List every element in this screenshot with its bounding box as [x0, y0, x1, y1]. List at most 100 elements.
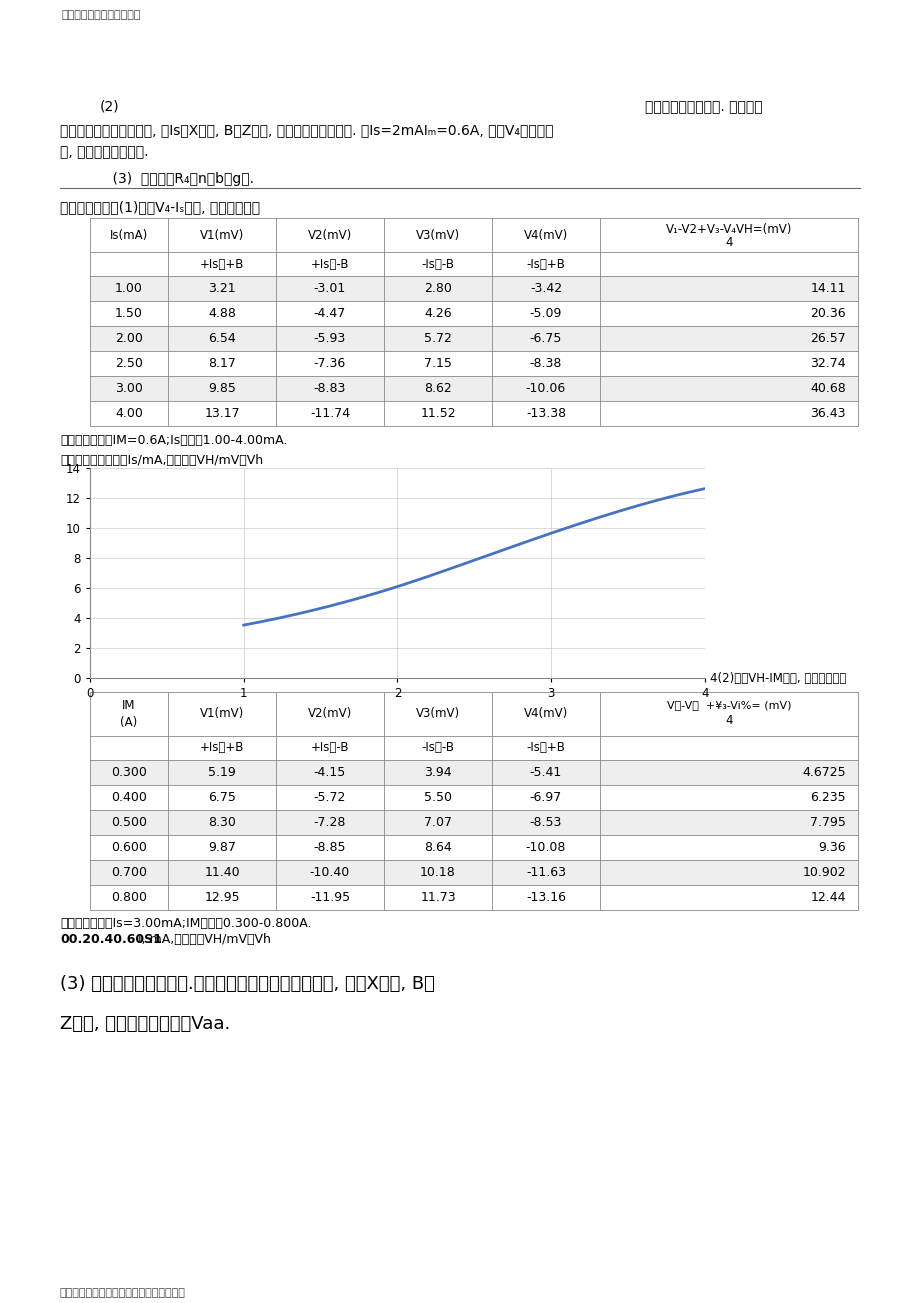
Text: -10.40: -10.40 [310, 866, 350, 880]
Text: 7.15: 7.15 [424, 357, 451, 370]
Text: 6.75: 6.75 [208, 791, 235, 804]
Bar [90, 301, 857, 326]
Text: -4.15: -4.15 [313, 766, 346, 779]
Text: 1.50: 1.50 [115, 308, 142, 321]
Text: -13.38: -13.38 [526, 407, 565, 420]
Text: -Is、+B: -Is、+B [526, 741, 565, 754]
Text: 其中电流范围：Is=3.00mA;IM取值：0.300-0.800A.: 其中电流范围：Is=3.00mA;IM取值：0.300-0.800A. [60, 917, 312, 930]
Text: -Is、-B: -Is、-B [421, 741, 454, 754]
Text: (2): (2) [100, 100, 119, 113]
Text: V3(mV): V3(mV) [415, 228, 460, 241]
Text: 3.94: 3.94 [424, 766, 451, 779]
Text: 11.73: 11.73 [420, 891, 455, 904]
Text: +Is、+B: +Is、+B [199, 741, 244, 754]
Text: -5.93: -5.93 [313, 332, 346, 345]
Text: 0.500: 0.500 [111, 816, 147, 829]
Text: -11.74: -11.74 [310, 407, 350, 420]
Text: +Is、+B: +Is、+B [199, 258, 244, 271]
Bar [90, 377, 857, 401]
Text: V1(mV): V1(mV) [199, 228, 244, 241]
Text: 2.50: 2.50 [115, 357, 142, 370]
Text: 00.20.40.60S1: 00.20.40.60S1 [60, 933, 162, 946]
Text: 6.54: 6.54 [208, 332, 235, 345]
Text: 0.700: 0.700 [111, 866, 147, 880]
Text: -11.95: -11.95 [310, 891, 350, 904]
Text: -10.06: -10.06 [526, 382, 565, 395]
Text: +Is、-B: +Is、-B [311, 741, 349, 754]
Text: 12.95: 12.95 [204, 891, 240, 904]
Text: 0.800: 0.800 [111, 891, 147, 904]
Text: -5.72: -5.72 [313, 791, 346, 804]
Text: 4.6725: 4.6725 [801, 766, 845, 779]
Text: -5.41: -5.41 [529, 766, 562, 779]
Text: -4.47: -4.47 [313, 308, 346, 321]
Text: -6.97: -6.97 [529, 791, 562, 804]
Text: V；-V；  +¥₃-Vi%= (mV): V；-V； +¥₃-Vi%= (mV) [666, 700, 790, 710]
Bar [90, 401, 857, 426]
Text: 6.235: 6.235 [810, 791, 845, 804]
Text: 7.07: 7.07 [424, 816, 451, 829]
Text: 26.57: 26.57 [810, 332, 845, 345]
Text: -7.28: -7.28 [313, 816, 346, 829]
Text: V₁-V2+V₃-V₄VH=(mV): V₁-V2+V₃-V₄VH=(mV) [665, 223, 791, 236]
Text: Z方向, 毫伏表测量电压为Vaa.: Z方向, 毫伏表测量电压为Vaa. [60, 1015, 230, 1033]
Text: V4(mV): V4(mV) [523, 228, 568, 241]
Text: 12.44: 12.44 [810, 891, 845, 904]
Text: +Is、-B: +Is、-B [311, 258, 349, 271]
Text: V3(mV): V3(mV) [415, 708, 460, 721]
Text: 8.62: 8.62 [424, 382, 451, 395]
Text: 13.17: 13.17 [204, 407, 240, 420]
Text: (3)  求样品的R₄、n、b和g直.: (3) 求样品的R₄、n、b和g直. [95, 172, 254, 186]
Text: IM: IM [122, 698, 136, 711]
Text: -3.42: -3.42 [529, 281, 562, 294]
Bar [90, 784, 857, 810]
Text: 2.00: 2.00 [115, 332, 142, 345]
Text: -8.53: -8.53 [529, 816, 562, 829]
Text: 性, 判断样品导电类型.: 性, 判断样品导电类型. [60, 145, 148, 159]
Text: (A): (A) [120, 715, 138, 728]
Text: 32.74: 32.74 [810, 357, 845, 370]
Text: 9.36: 9.36 [818, 840, 845, 853]
Bar [90, 276, 857, 301]
Text: 14.11: 14.11 [810, 281, 845, 294]
Text: 4.26: 4.26 [424, 308, 451, 321]
Text: 5.72: 5.72 [424, 332, 451, 345]
Text: 4.00: 4.00 [115, 407, 142, 420]
Text: 0.600: 0.600 [111, 840, 147, 853]
Text: -7.36: -7.36 [313, 357, 346, 370]
Text: 4: 4 [724, 714, 732, 727]
Text: 40.68: 40.68 [810, 382, 845, 395]
Bar [90, 885, 857, 909]
Text: -8.85: -8.85 [313, 840, 346, 853]
Text: (3) 确定样品的导电类型.将实验仪三组双刀均投向上方, 即延X方向, B延: (3) 确定样品的导电类型.将实验仪三组双刀均投向上方, 即延X方向, B延 [60, 975, 435, 993]
Text: 确定样品的导电类型. 将实验仪: 确定样品的导电类型. 将实验仪 [644, 100, 762, 113]
Text: 其中电流范围：IM=0.6A;Is取值：1.00-4.00mA.: 其中电流范围：IM=0.6A;Is取值：1.00-4.00mA. [60, 434, 287, 447]
Text: 4: 4 [724, 236, 732, 249]
Bar [90, 810, 857, 835]
Text: 11.40: 11.40 [204, 866, 240, 880]
Text: 5.50: 5.50 [424, 791, 451, 804]
Text: 精品资料，欢迎大家下载！: 精品资料，欢迎大家下载！ [62, 10, 142, 20]
Text: 5.19: 5.19 [208, 766, 235, 779]
Text: 3.21: 3.21 [208, 281, 235, 294]
Text: -8.38: -8.38 [529, 357, 562, 370]
Text: 8.30: 8.30 [208, 816, 235, 829]
Text: 20.36: 20.36 [810, 308, 845, 321]
Bar [90, 760, 857, 784]
Text: Is(mA): Is(mA) [109, 228, 148, 241]
Text: -Is、-B: -Is、-B [421, 258, 454, 271]
Text: 4.88: 4.88 [208, 308, 235, 321]
Text: -11.63: -11.63 [526, 866, 565, 880]
Text: -6.75: -6.75 [529, 332, 562, 345]
Text: 2.80: 2.80 [424, 281, 451, 294]
Text: 图形如下（横坐标为Is/mA,纵坐标为VH/mV）Vh: 图形如下（横坐标为Is/mA,纵坐标为VH/mV）Vh [60, 453, 263, 466]
Text: 36.43: 36.43 [810, 407, 845, 420]
Text: -8.83: -8.83 [313, 382, 346, 395]
Text: V4(mV): V4(mV) [523, 708, 568, 721]
Text: -5.09: -5.09 [529, 308, 562, 321]
Text: V2(mV): V2(mV) [308, 708, 352, 721]
Text: -Is、+B: -Is、+B [526, 258, 565, 271]
Text: 3.00: 3.00 [115, 382, 142, 395]
Text: -13.16: -13.16 [526, 891, 565, 904]
Text: I, mA,纵坐标为VH/mV）Vh: I, mA,纵坐标为VH/mV）Vh [138, 933, 270, 946]
